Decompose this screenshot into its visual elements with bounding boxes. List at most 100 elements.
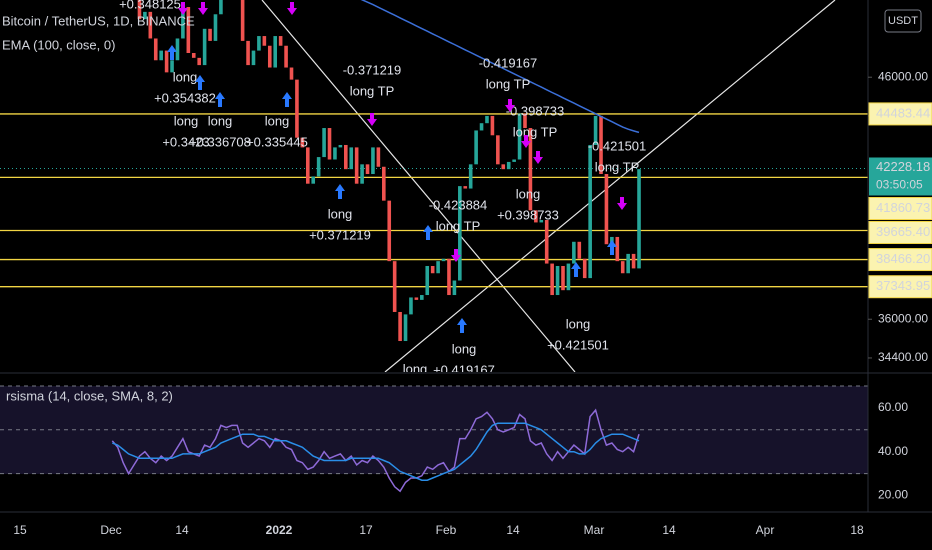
candle [354, 147, 359, 184]
buy-arrow [423, 225, 433, 240]
candle [392, 261, 397, 312]
buy-arrow [571, 262, 581, 277]
candle [463, 186, 468, 189]
candle [468, 164, 473, 189]
x-tick-label: Feb [436, 523, 457, 537]
candle [403, 314, 408, 342]
sell-arrow [505, 99, 515, 112]
annotation-text: long TP [436, 218, 481, 233]
candle [615, 236, 620, 262]
candle [164, 50, 169, 73]
candle [447, 258, 451, 296]
candle [213, 14, 218, 41]
x-tick-label: Dec [100, 523, 121, 537]
annotation-text: -0.371219 [343, 62, 402, 77]
candle [284, 45, 288, 68]
buy-arrow [457, 318, 467, 333]
x-tick-label: 15 [13, 523, 27, 537]
buy-arrow [282, 92, 292, 107]
candle [208, 28, 212, 41]
candle [262, 36, 267, 46]
candle [278, 36, 283, 46]
ema-line [360, 0, 640, 134]
candle [593, 115, 598, 145]
symbol-title: Bitcoin / TetherUS, 1D, BINANCE [2, 13, 195, 28]
annotation-text: long [174, 113, 199, 128]
rsi-line [112, 422, 640, 481]
annotation-text: +0.354382 [154, 90, 216, 105]
level-box [868, 248, 932, 272]
annotation-text: long [208, 113, 233, 128]
price-pane: +0.348125 long +0.354382 long +0.3423 long +0.… [0, 0, 868, 377]
candle [186, 7, 191, 54]
candle [300, 137, 305, 148]
annotation-text: long [403, 361, 428, 376]
candle [534, 210, 538, 223]
level-box [868, 102, 932, 126]
level-label: 37343.95 [876, 278, 930, 293]
annotation-text: +0.348125 [119, 0, 181, 11]
candle [588, 144, 592, 279]
candle [202, 28, 207, 66]
annotation-text: long [173, 69, 198, 84]
candle [257, 36, 261, 51]
rsi-pane [0, 385, 868, 493]
annotation-text: -0.419167 [479, 55, 538, 70]
candle [360, 164, 364, 184]
candle [175, 38, 180, 61]
candle [577, 241, 582, 259]
current-price-box [869, 157, 932, 196]
candle [528, 128, 533, 211]
currency-label[interactable]: USDT [888, 15, 918, 27]
candle [143, 11, 147, 20]
candle [430, 265, 435, 274]
annotation-text: long [265, 113, 290, 128]
candle [523, 113, 527, 129]
candle [414, 297, 419, 300]
level-box [868, 220, 932, 244]
rsi-tick-label: 20.00 [878, 488, 908, 502]
candle [550, 263, 554, 296]
candle [398, 311, 402, 342]
annotation-text: +0.3423 [162, 134, 209, 149]
candle [561, 265, 565, 291]
candle [365, 164, 370, 175]
annotation-text: long TP [350, 83, 395, 98]
candle [441, 258, 446, 262]
rsi-tick-label: 40.00 [878, 444, 908, 458]
x-tick-label: Apr [756, 523, 775, 537]
candle [240, 0, 245, 41]
buy-arrow [215, 92, 225, 107]
candle [316, 157, 321, 177]
y-tick-label: 34400.00 [878, 350, 928, 364]
sell-arrow [287, 2, 297, 15]
annotation-text: long [566, 316, 591, 331]
sell-arrow [198, 2, 208, 15]
candle [420, 295, 424, 300]
level-label: 38466.20 [876, 251, 930, 266]
candle [251, 50, 256, 66]
candle [295, 79, 299, 138]
level-box [868, 196, 932, 220]
rsi-tick-label: 60.00 [878, 400, 908, 414]
candle [371, 147, 375, 175]
level-label: 44483.44 [876, 105, 930, 120]
annotation-text: long TP [513, 124, 558, 139]
candle [197, 57, 201, 66]
annotation-text: -0.398733 [506, 103, 565, 118]
annotation-text: long [452, 341, 477, 356]
candle [349, 147, 354, 170]
candle [506, 161, 511, 170]
annotation-text: -0.423884 [429, 197, 488, 212]
candle [452, 280, 457, 296]
overlay: 34400.0036000.0044400.0046000.0044483.44… [13, 69, 932, 537]
x-tick-label: 14 [175, 523, 189, 537]
sell-arrow [533, 151, 543, 164]
candle [458, 186, 462, 281]
candle [582, 258, 587, 279]
currency-button[interactable] [884, 9, 922, 33]
candle [544, 220, 549, 264]
buy-arrow [607, 240, 617, 255]
annotation-text: +0.419167 [433, 362, 495, 377]
